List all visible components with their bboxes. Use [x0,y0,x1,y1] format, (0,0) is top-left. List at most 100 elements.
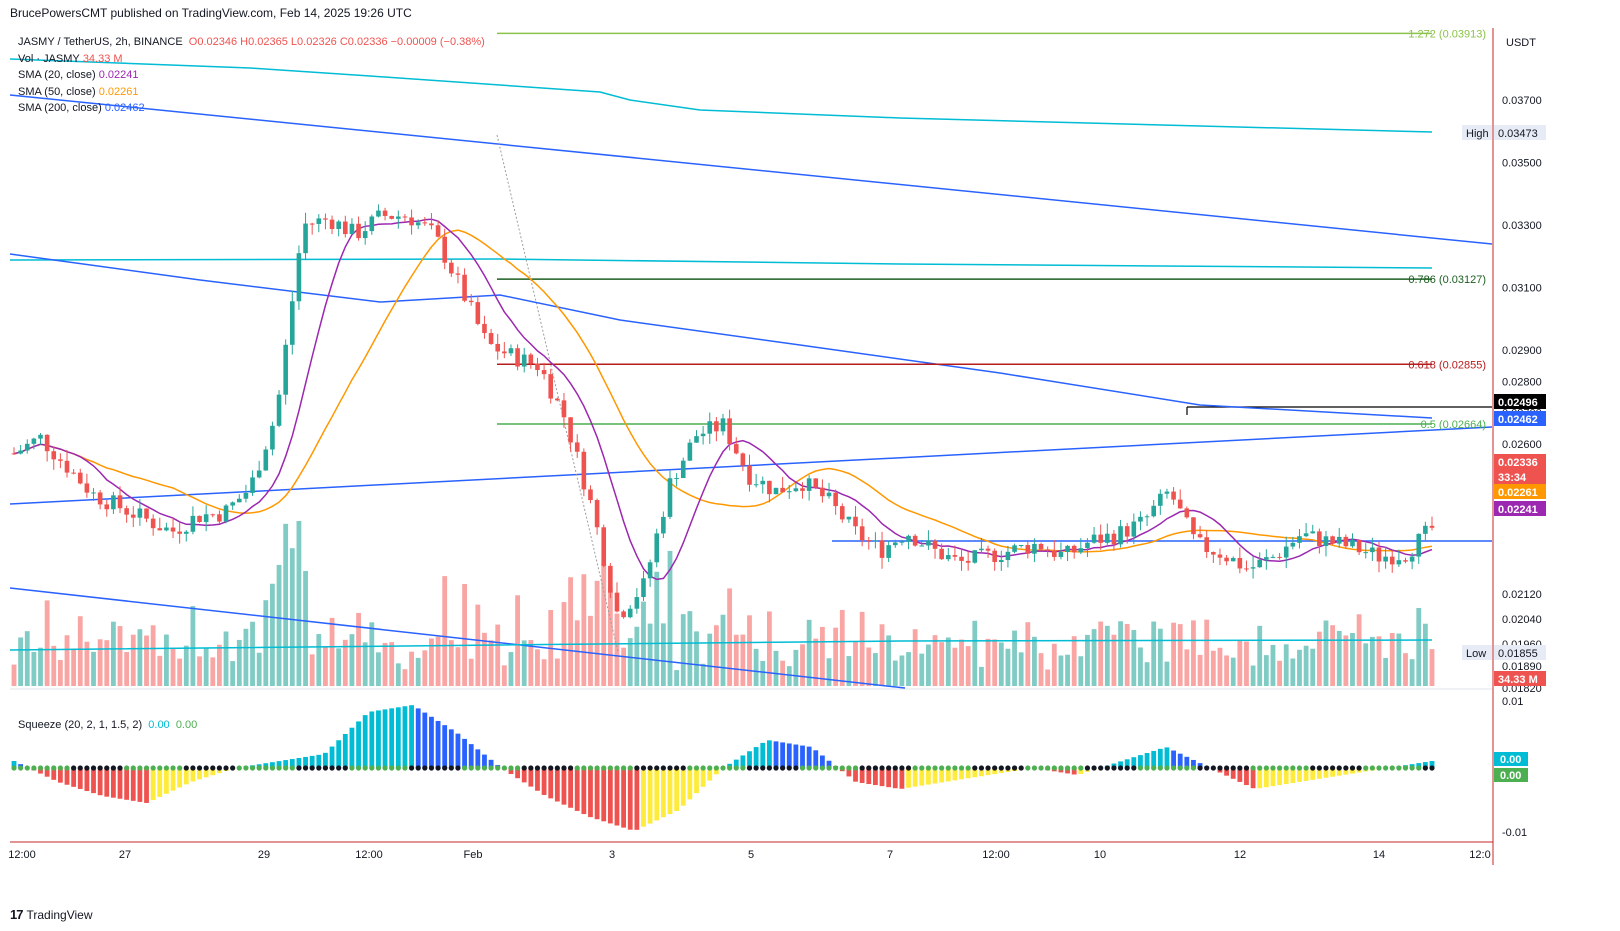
candle-body [177,531,182,534]
squeeze-dot [31,765,37,771]
candle-body [780,487,785,493]
candle-body [594,500,600,528]
squeeze-label[interactable]: Squeeze (20, 2, 1, 1.5, 2) [18,719,143,731]
squeeze-bar [309,755,315,768]
volume-bar [1118,621,1123,686]
squeeze-dot [1157,765,1163,771]
squeeze-bar [415,708,421,768]
candle-body [535,363,540,371]
squeeze-dot [322,765,329,771]
candle-body [753,484,759,486]
footer-brand[interactable]: TradingView [26,907,93,922]
squeeze-bar [1350,768,1355,774]
squeeze-bar [104,768,110,797]
volume-bar [853,641,858,686]
squeeze-dot [1356,765,1362,771]
candle-body [1171,491,1176,500]
squeeze-bar [926,768,931,785]
squeeze-bar [1422,762,1428,768]
candle-body [1032,543,1037,554]
y-tick-label: 0.03500 [1502,158,1542,170]
volume-bar [402,669,408,686]
volume-bar [283,523,289,686]
candle-body [243,492,249,499]
squeeze-bar [793,744,799,768]
volume-bar [415,657,421,686]
candle-body [1323,536,1329,546]
candle-body [932,540,938,549]
candle-body [170,527,176,532]
candle-body [1058,552,1064,557]
squeeze-bar [879,768,885,787]
candle-body [356,223,361,239]
candle-body [945,555,951,560]
squeeze-dot [932,765,938,771]
candle-body [760,480,766,485]
volume-bar [886,635,892,686]
tradingview-logo-icon[interactable]: 17 [10,907,24,922]
squeeze-dot [442,765,448,771]
squeeze-dot [813,765,819,771]
squeeze-dot [1263,765,1269,771]
squeeze-bar [1330,768,1336,777]
volume-label[interactable]: Vol · JASMY [18,52,80,65]
squeeze-dot [415,765,421,771]
squeeze-bar [183,768,189,785]
squeeze-dot [998,765,1004,771]
candle-body [866,540,872,542]
price-badge-value: 33:34 [1498,472,1527,484]
volume-bar [137,629,143,686]
candle-body [256,470,262,478]
volume-bar [31,651,37,686]
squeeze-bar [11,761,17,768]
squeeze-dot [567,765,574,771]
squeeze-dot [1270,765,1276,771]
candle-body [422,222,428,224]
squeeze-bar [1303,768,1309,781]
squeeze-bar [1065,768,1070,774]
sma200-value: 0.02462 [104,102,145,114]
squeeze-dot [852,765,859,771]
candle-body [1283,546,1289,558]
squeeze-dot [137,765,143,771]
volume-bar [11,664,17,686]
volume-bar [1138,647,1143,686]
volume-bar [57,660,63,686]
candle-body [276,394,282,426]
price-badge-bg [1494,645,1546,660]
sma20-label[interactable]: SMA (20, close) [18,69,96,81]
sma50-label[interactable]: SMA (50, close) [18,85,96,98]
price-badge-value: 0.03473 [1498,128,1538,140]
squeeze-bar [77,768,83,789]
candle-body [1224,557,1229,562]
squeeze-bar [554,768,560,802]
squeeze-bar [574,768,580,811]
candle-body [1045,549,1050,551]
volume-bar [800,644,805,686]
squeeze-dot [806,765,812,771]
squeeze-dot [1091,765,1097,771]
candle-body [813,478,819,488]
candle-body [1230,557,1236,562]
volume-bar [906,652,911,686]
symbol-label[interactable]: JASMY / TetherUS, 2h, BINANCE [18,36,183,48]
candle-body [614,592,620,612]
squeeze-dot [945,765,951,771]
squeeze-bar [667,768,673,815]
candle-body [508,348,514,354]
squeeze-dot [1217,765,1223,771]
squeeze-dot [309,765,315,771]
squeeze-dot [408,765,415,771]
squeeze-bar [972,768,978,778]
squeeze-dot [1402,765,1409,771]
volume-bar [1038,653,1044,686]
squeeze-dot [780,765,786,771]
squeeze-dot [1422,765,1428,771]
sma200-label[interactable]: SMA (200, close) [18,102,102,114]
volume-bar [806,619,812,686]
candle-body [879,540,885,558]
squeeze-dot [104,765,110,771]
squeeze-dot [468,765,474,771]
candle-body [1350,539,1355,547]
